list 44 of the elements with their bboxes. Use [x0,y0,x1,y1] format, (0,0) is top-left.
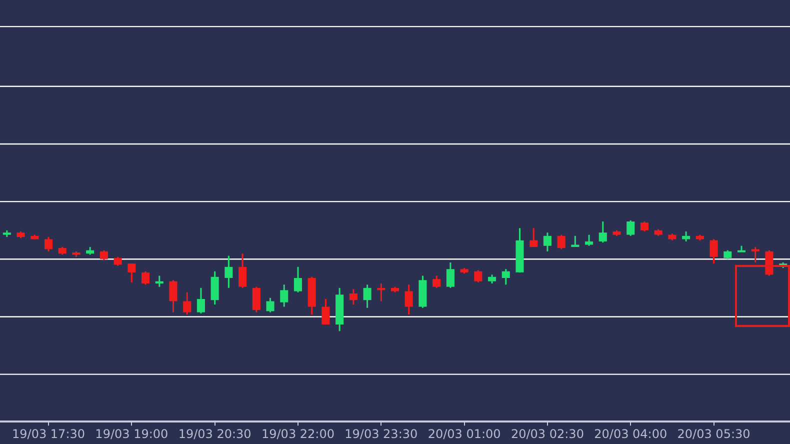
candlestick [710,238,718,264]
candlestick [238,252,247,289]
candlestick [598,220,607,244]
candlestick [210,270,219,306]
candlestick [474,269,482,284]
candlestick [502,268,510,286]
candlestick [183,292,192,316]
candlestick [349,288,358,306]
candlestick [446,262,454,289]
x-tick-label: 19/03 23:30 [344,426,418,441]
candlestick [571,235,580,248]
candlestick [626,220,635,237]
x-tick-label: 20/03 01:00 [428,426,501,441]
candlestick [404,284,413,316]
candlestick [322,298,330,326]
candlestick [432,275,441,289]
candlestick [294,266,302,294]
candlestick [142,270,150,286]
candlestick [585,234,594,247]
candlestick [363,284,372,309]
x-tick-label: 20/03 04:00 [594,426,668,441]
candlestick [543,232,552,252]
x-tick-label: 20/03 02:30 [510,426,584,441]
candlestick [280,284,288,308]
x-tick-label: 19/03 22:00 [261,426,334,441]
candlestick [377,282,386,302]
candlestick [169,279,178,314]
candlestick [640,220,648,232]
candlestick [44,236,53,252]
candlestick [751,246,760,264]
candlestick [530,227,538,248]
candlestick [196,287,205,314]
x-tick-label: 20/03 05:30 [677,426,750,441]
candlestick [100,250,108,261]
candlestick [252,286,260,314]
x-tick-label: 19/03 20:30 [178,426,252,441]
candlestick [266,297,274,314]
x-tick-label: 19/03 19:00 [95,426,168,441]
candlestick [155,275,164,288]
x-tick-label: 19/03 17:30 [12,426,85,441]
candlestick [557,234,566,250]
candlestick [682,230,690,242]
candlestick [224,255,233,289]
candlestick [128,262,136,284]
